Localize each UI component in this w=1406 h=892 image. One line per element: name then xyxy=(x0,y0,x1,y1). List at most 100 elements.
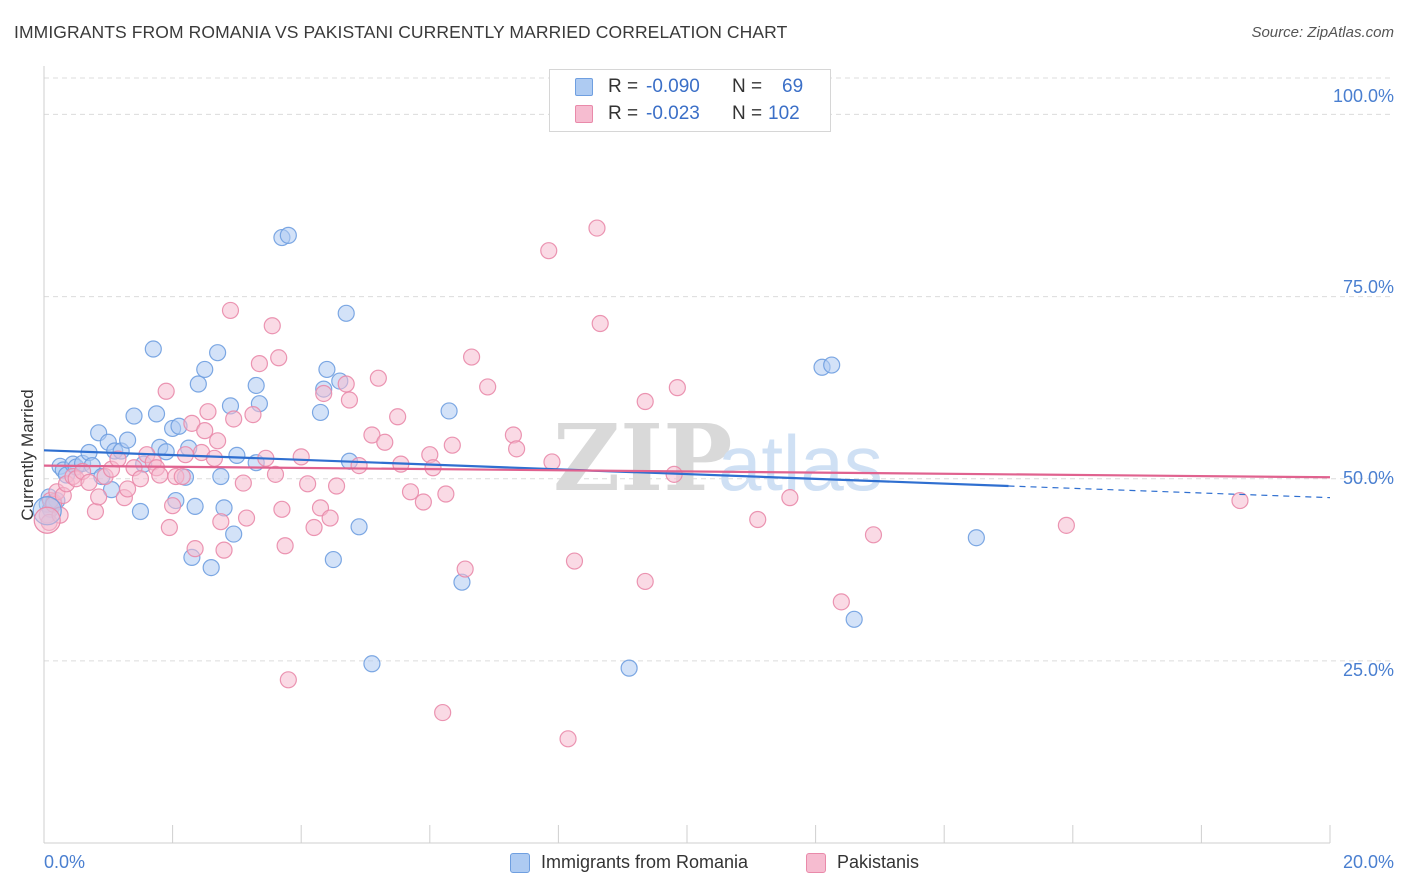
pakistani-point xyxy=(279,671,297,689)
pakistani-point xyxy=(337,375,355,393)
romania-point xyxy=(350,518,368,536)
romania-point xyxy=(144,340,162,358)
legend-r-label: R = xyxy=(608,103,639,124)
pakistani-point xyxy=(157,382,175,400)
pakistani-point xyxy=(340,391,359,409)
pakistani-point xyxy=(437,485,455,503)
pakistani-point xyxy=(292,448,310,466)
pakistani-point xyxy=(263,317,281,335)
chart-title: IMMIGRANTS FROM ROMANIA VS PAKISTANI CUR… xyxy=(14,22,788,42)
romania-swatch xyxy=(575,78,593,96)
romania-point xyxy=(202,558,220,577)
pakistani-point xyxy=(508,440,526,458)
pakistani-point xyxy=(209,432,227,450)
pakistani-point xyxy=(559,730,577,748)
stats-legend: R = -0.090 N = 69 R = -0.023 N = 102 xyxy=(549,69,831,132)
romania-point xyxy=(363,655,381,673)
romania-point xyxy=(967,529,985,547)
pakistani-point xyxy=(212,513,230,531)
pakistani-point xyxy=(250,355,269,373)
legend-n-label: N = xyxy=(732,103,763,124)
pakistani-point xyxy=(321,509,339,527)
pakistani-point xyxy=(234,474,252,492)
legend-r-value: -0.023 xyxy=(646,103,700,124)
romania-point xyxy=(440,402,458,420)
pakistani-point xyxy=(196,422,214,440)
pakistani-point xyxy=(173,467,191,486)
romania-point xyxy=(318,360,336,379)
pakistani-point xyxy=(369,369,387,387)
legend-romania-label: Immigrants from Romania xyxy=(541,852,749,872)
romania-point xyxy=(247,376,265,395)
pakistani-point xyxy=(636,572,654,591)
romania-trend-line xyxy=(43,449,1009,488)
romania-legend-swatch xyxy=(510,853,530,873)
romania-point xyxy=(311,403,330,422)
pakistani-point xyxy=(588,219,606,237)
romania-point xyxy=(212,467,230,486)
legend-pakistani-label: Pakistanis xyxy=(837,852,920,872)
pakistani-point xyxy=(565,552,584,570)
pakistani-swatch xyxy=(575,105,593,123)
legend-row-pakistani: R = -0.023 N = 102 xyxy=(550,101,830,127)
pakistani-point xyxy=(33,506,61,534)
legend-r-label: R = xyxy=(608,76,639,97)
pakistani-point xyxy=(424,459,442,477)
romania-point xyxy=(228,446,246,464)
pakistani-point xyxy=(164,497,182,515)
pakistani-point xyxy=(244,406,262,424)
pakistani-point xyxy=(414,493,432,511)
pakistani-point xyxy=(86,502,105,521)
pakistani-point xyxy=(237,509,256,527)
pakistani-point xyxy=(781,489,799,507)
pakistani-point xyxy=(668,379,686,397)
pakistani-point xyxy=(160,518,178,537)
pakistani-point xyxy=(315,384,333,403)
pakistani-point xyxy=(276,537,294,555)
pakistani-point xyxy=(221,301,240,320)
pakistani-point xyxy=(749,510,767,529)
pakistani-point xyxy=(479,378,497,396)
pakistani-point xyxy=(350,457,368,475)
watermark-atlas: atlas xyxy=(718,419,883,507)
pakistani-point xyxy=(376,433,394,451)
pakistani-point xyxy=(299,475,317,493)
source-label: Source: ZipAtlas.com xyxy=(1251,24,1394,41)
pakistani-point xyxy=(1231,491,1249,510)
pakistani-point xyxy=(225,410,243,428)
pakistani-point xyxy=(864,526,883,544)
legend-r-value: -0.090 xyxy=(646,76,700,97)
y-tick-100: 100.0% xyxy=(1332,86,1394,106)
romania-point xyxy=(324,550,342,569)
pakistani-point xyxy=(183,414,201,432)
romania-point xyxy=(125,407,143,425)
romania-point xyxy=(845,610,863,628)
pakistani-point xyxy=(131,470,150,488)
series-legend: Immigrants from Romania Pakistanis xyxy=(0,852,1406,878)
pakistani-point xyxy=(456,560,474,578)
pakistani-point xyxy=(540,242,558,260)
romania-point xyxy=(209,344,227,362)
romania-point xyxy=(189,375,207,393)
romania-point xyxy=(620,659,638,677)
pakistani-point xyxy=(462,348,481,366)
romania-point xyxy=(279,226,297,244)
legend-n-value: 102 xyxy=(768,103,800,124)
x-tick-0: 0.0% xyxy=(44,852,86,872)
pakistani-point xyxy=(199,403,217,421)
pakistani-point xyxy=(215,541,233,559)
pakistani-point xyxy=(327,477,346,495)
romania-point xyxy=(196,360,214,379)
pakistani-point xyxy=(591,314,609,333)
x-tick-20: 20.0% xyxy=(1342,852,1394,872)
pakistani-point xyxy=(636,392,654,411)
y-tick-25: 25.0% xyxy=(1342,660,1394,680)
romania-trend-extension xyxy=(1008,485,1331,499)
pakistani-point xyxy=(1057,516,1075,534)
romania-point xyxy=(186,497,204,515)
pakistani-point xyxy=(305,518,323,537)
pakistani-point xyxy=(273,500,291,518)
pakistani-point xyxy=(118,480,137,498)
pakistani-point xyxy=(389,408,407,426)
